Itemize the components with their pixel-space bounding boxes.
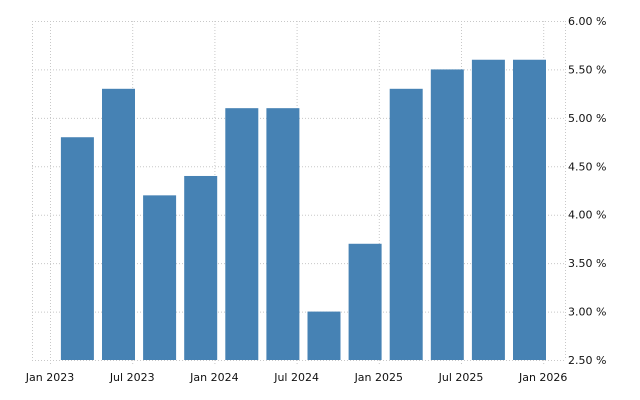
- bar-sep-2023[interactable]: Sep 2023: 4.20 %: [143, 195, 177, 360]
- y-tick-label: 4.50 %: [568, 160, 606, 173]
- y-axis-ticks: 2.50 % 3.00 % 3.50 % 4.00 % 4.50 % 5.00 % 5.50…: [568, 15, 606, 367]
- y-tick-label: 5.50 %: [568, 63, 606, 76]
- bar-dec-2024[interactable]: Dec 2024: 3.70 %: [348, 243, 382, 360]
- bar-sep-2025[interactable]: Sep 2025: 5.60 %: [471, 59, 505, 360]
- bar-mar-2025[interactable]: Mar 2025: 5.30 %: [389, 88, 423, 361]
- bar-mar-2024[interactable]: Mar 2024: 5.10 %: [225, 108, 259, 361]
- x-tick-label: Jan 2023: [25, 371, 74, 384]
- bar-dec-2023[interactable]: Dec 2023: 4.40 %: [184, 175, 218, 360]
- bar-sep-2024[interactable]: Sep 2024: 3.00 %: [307, 311, 341, 360]
- x-tick-label: Jan 2025: [354, 371, 403, 384]
- x-tick-label: Jan 2024: [189, 371, 238, 384]
- y-tick-label: 4.00 %: [568, 209, 606, 222]
- bar-mar-2023[interactable]: Mar 2023: 4.80 %: [60, 137, 94, 360]
- y-tick-label: 2.50 %: [568, 354, 606, 367]
- bar-jun-2024[interactable]: Jun 2024: 5.10 %: [266, 108, 300, 361]
- bar-jun-2025[interactable]: Jun 2025: 5.50 %: [430, 69, 464, 360]
- y-tick-label: 3.50 %: [568, 257, 606, 270]
- x-tick-label: Jul 2025: [438, 371, 484, 384]
- y-tick-label: 3.00 %: [568, 306, 606, 319]
- bar-dec-2025[interactable]: Dec 2025: 5.60 %: [513, 59, 546, 360]
- y-tick-label: 5.00 %: [568, 112, 606, 125]
- x-tick-label: Jul 2023: [109, 371, 155, 384]
- bars: Mar 2023: 4.80 %Jun 2023: 5.30 %Sep 2023…: [60, 59, 546, 361]
- x-axis-ticks: Jan 2023 Jul 2023 Jan 2024 Jul 2024 Jan 2025…: [25, 371, 568, 384]
- bar-jun-2023[interactable]: Jun 2023: 5.30 %: [102, 88, 135, 361]
- y-tick-label: 6.00 %: [568, 15, 606, 28]
- x-tick-label: Jul 2024: [273, 371, 319, 384]
- x-tick-label: Jan 2026: [518, 371, 567, 384]
